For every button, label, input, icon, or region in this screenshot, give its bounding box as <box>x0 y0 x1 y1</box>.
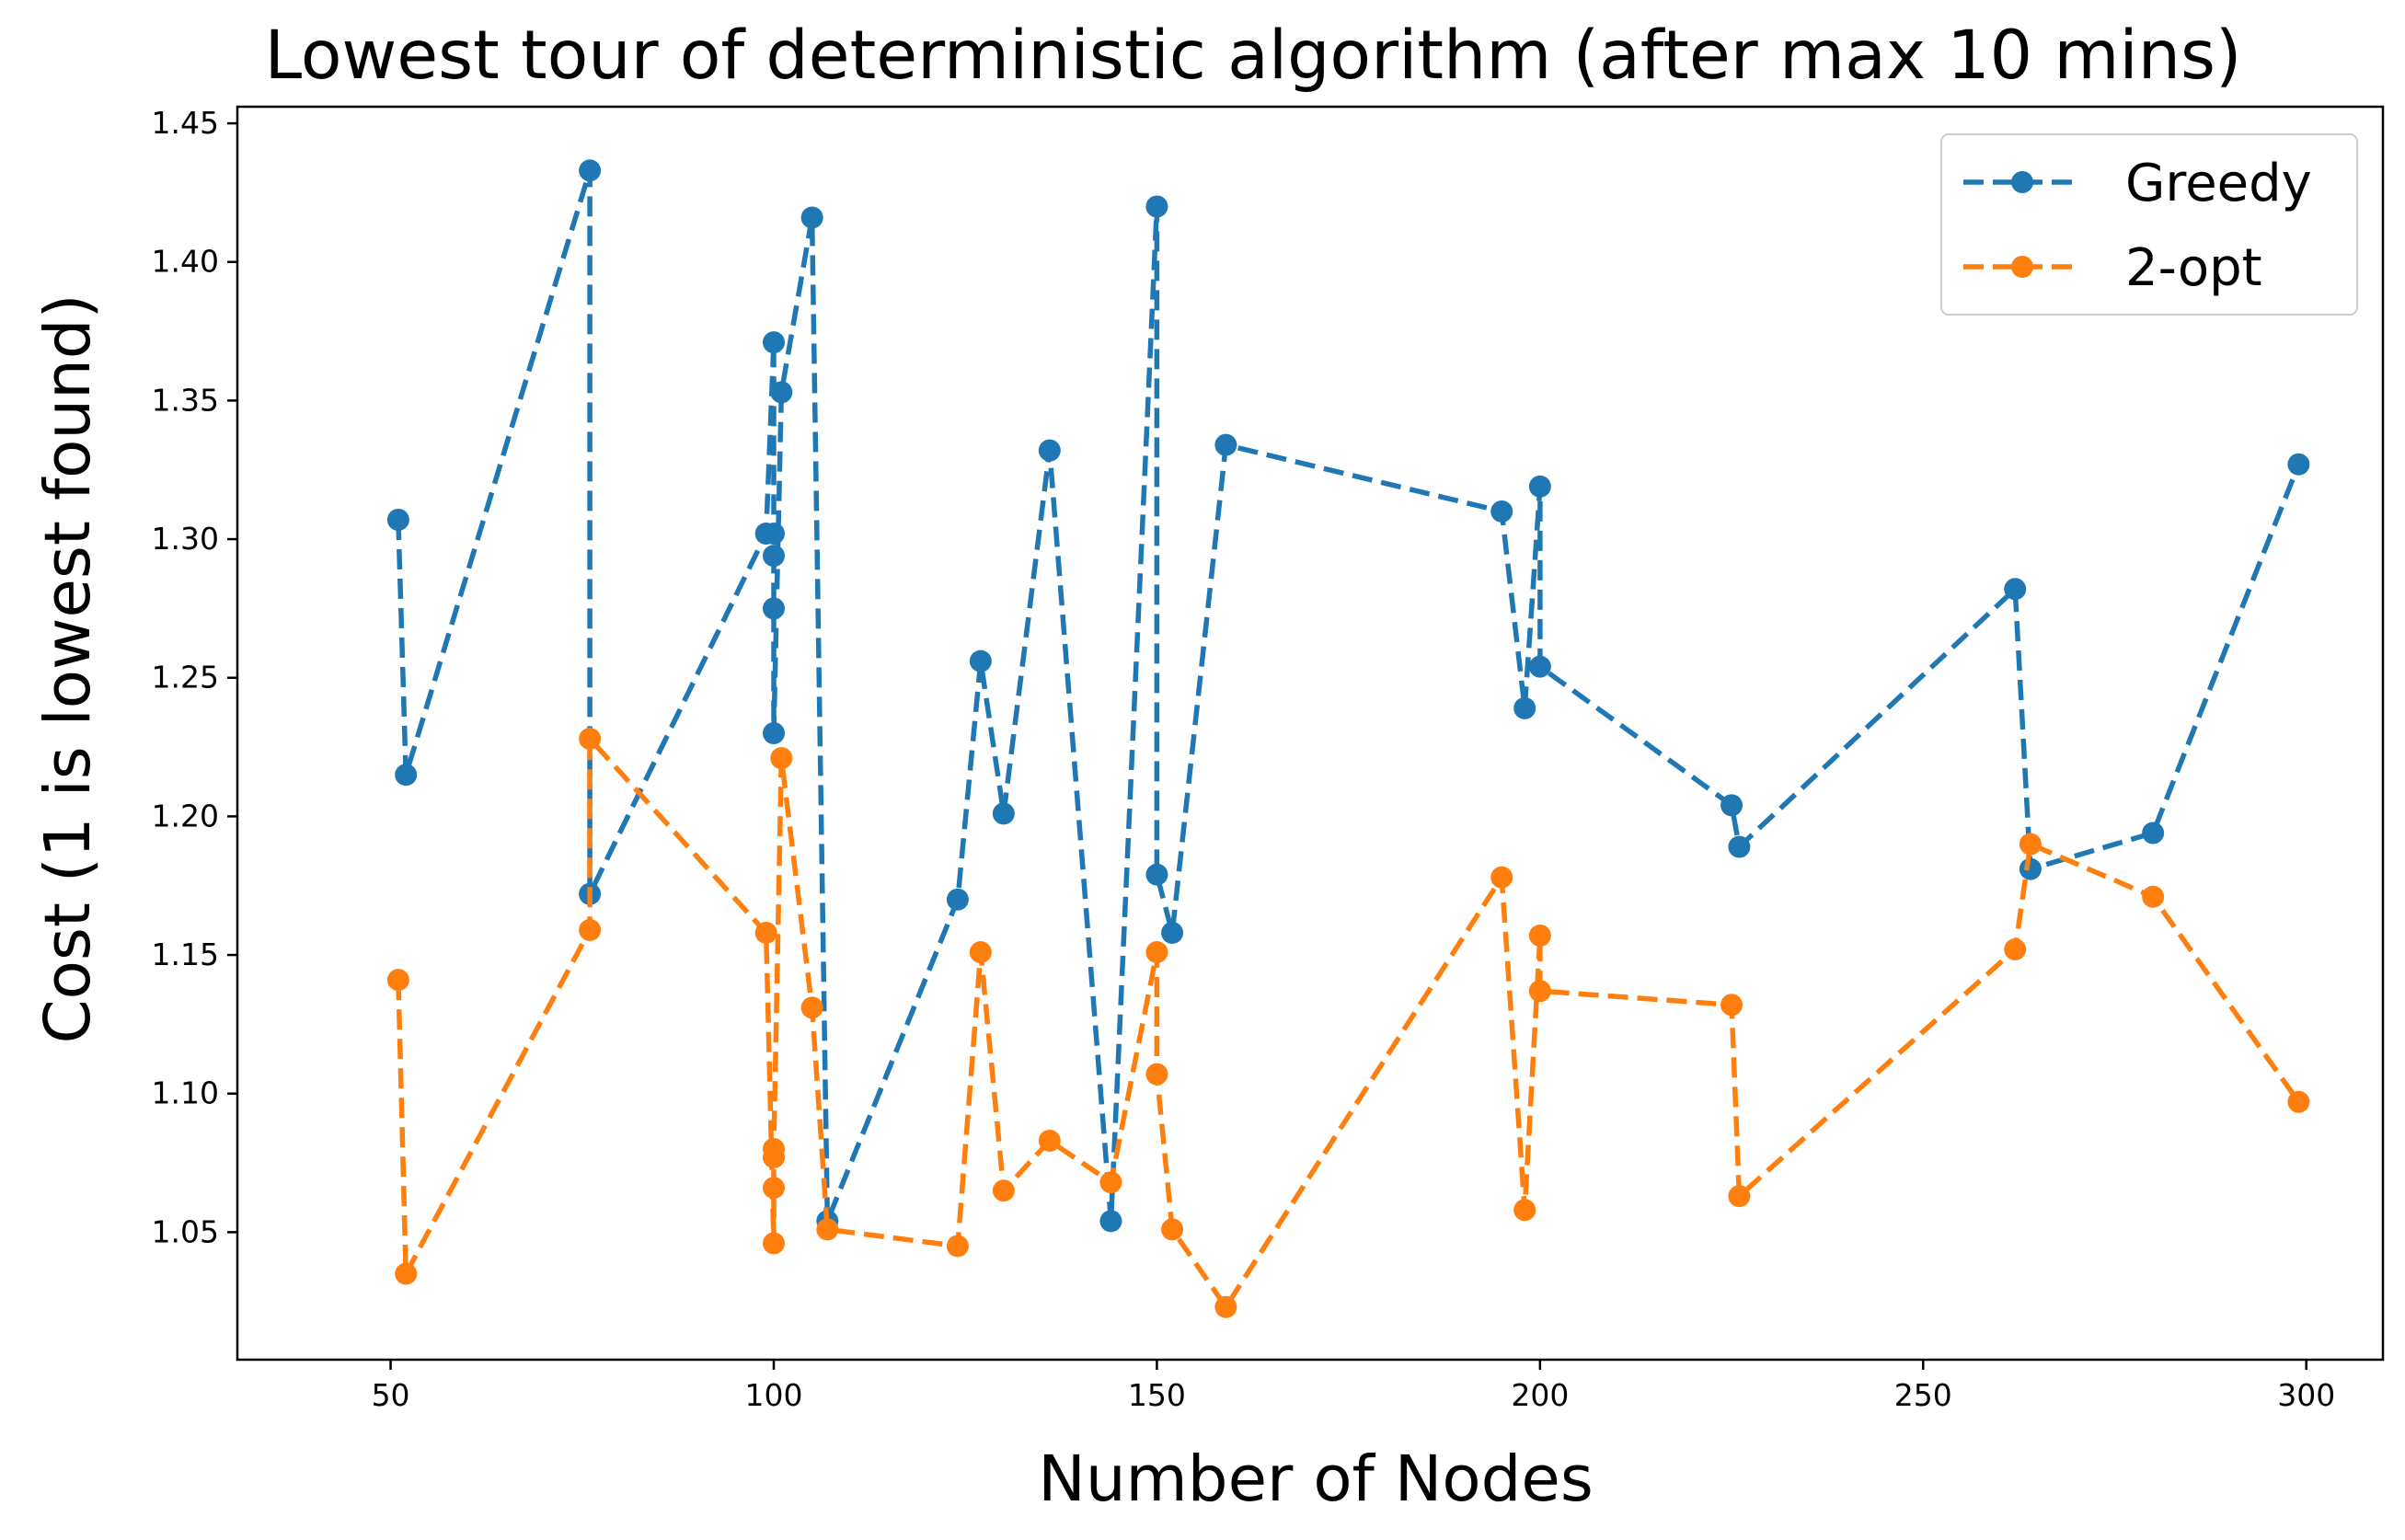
data-point-series1 <box>395 1262 418 1285</box>
data-point-series1 <box>1720 994 1743 1017</box>
data-point-series1 <box>763 1232 785 1255</box>
data-point-series1 <box>1145 941 1168 964</box>
data-point-series0 <box>763 331 785 354</box>
data-point-series1 <box>1038 1129 1061 1152</box>
data-point-series0 <box>1214 433 1237 456</box>
data-point-series0 <box>763 523 785 546</box>
data-point-series1 <box>1528 980 1551 1003</box>
data-point-series1 <box>386 969 409 992</box>
series-line-0 <box>396 167 2301 1224</box>
data-point-series0 <box>386 508 409 531</box>
data-point-series1 <box>1161 1218 1184 1241</box>
legend-label: Greedy <box>2125 154 2312 213</box>
x-tick-label: 50 <box>372 1377 410 1413</box>
data-point-series1 <box>969 941 992 964</box>
data-point-series0 <box>1720 794 1743 817</box>
data-point-series1 <box>816 1218 839 1241</box>
data-point-series0 <box>770 381 793 404</box>
data-point-series0 <box>763 597 785 620</box>
data-point-series1 <box>1145 1063 1168 1086</box>
data-point-series1 <box>2287 1090 2310 1113</box>
data-point-series0 <box>992 802 1015 825</box>
data-point-series0 <box>2004 578 2027 601</box>
data-point-series0 <box>1728 835 1751 858</box>
data-point-series0 <box>1038 439 1061 462</box>
data-point-series1 <box>579 728 602 751</box>
data-point-series1 <box>800 996 823 1019</box>
data-point-series0 <box>1513 696 1536 719</box>
y-tick-label: 1.40 <box>152 244 219 280</box>
data-point-series1 <box>1728 1185 1751 1208</box>
x-tick-label: 250 <box>1894 1377 1952 1413</box>
data-point-series0 <box>2287 453 2310 476</box>
data-point-series0 <box>1161 921 1184 944</box>
data-point-series0 <box>946 888 969 911</box>
data-point-series1 <box>1513 1199 1536 1222</box>
data-point-series0 <box>763 722 785 744</box>
y-tick-label: 1.05 <box>152 1213 219 1249</box>
data-point-series1 <box>2142 885 2165 908</box>
x-tick-label: 300 <box>2277 1377 2335 1413</box>
y-tick-label: 1.10 <box>152 1075 219 1111</box>
data-point-series1 <box>754 921 777 944</box>
data-point-series1 <box>763 1137 785 1160</box>
data-point-series1 <box>2004 938 2027 961</box>
legend-label: 2-opt <box>2125 238 2262 298</box>
chart-title: Lowest tour of deterministic algorithm (… <box>264 17 2241 95</box>
data-point-series0 <box>2019 857 2042 880</box>
plot-area <box>386 159 2310 1318</box>
data-point-series1 <box>763 1177 785 1200</box>
data-point-series0 <box>395 764 418 787</box>
data-point-series0 <box>579 159 602 182</box>
x-tick-label: 200 <box>1511 1377 1569 1413</box>
data-point-series0 <box>1528 655 1551 678</box>
data-point-series0 <box>1528 475 1551 498</box>
data-point-series1 <box>2019 833 2042 856</box>
data-point-series1 <box>1214 1295 1237 1318</box>
data-point-series0 <box>763 545 785 568</box>
data-point-series1 <box>946 1235 969 1258</box>
data-point-series0 <box>1490 500 1513 523</box>
data-point-series0 <box>1145 195 1168 218</box>
data-point-series1 <box>579 918 602 941</box>
y-tick-label: 1.35 <box>152 382 219 418</box>
legend-frame <box>1940 133 2358 316</box>
data-point-series0 <box>1145 863 1168 886</box>
data-point-series0 <box>800 206 823 229</box>
y-tick-label: 1.30 <box>152 521 219 557</box>
y-tick-label: 1.15 <box>152 937 219 972</box>
legend: Greedy 2-opt <box>1940 133 2358 316</box>
y-axis-label: Cost (1 is lowest found) <box>31 293 105 1043</box>
data-point-series1 <box>1528 924 1551 947</box>
x-tick-label: 150 <box>1128 1377 1186 1413</box>
data-point-series0 <box>2142 822 2165 845</box>
y-tick-label: 1.20 <box>152 798 219 833</box>
legend-marker <box>2011 171 2033 193</box>
y-tick-label: 1.25 <box>152 660 219 695</box>
data-point-series1 <box>1490 866 1513 889</box>
data-point-series1 <box>992 1179 1015 1202</box>
legend-marker <box>2011 256 2033 278</box>
x-tick-label: 100 <box>745 1377 803 1413</box>
data-point-series1 <box>1099 1171 1122 1194</box>
x-axis-label: Number of Nodes <box>1038 1442 1594 1516</box>
data-point-series1 <box>770 747 793 770</box>
plot-frame <box>236 105 2385 1362</box>
y-tick-label: 1.45 <box>152 105 219 141</box>
axes: 50 100 150 200 250 300 1.05 1.10 1.15 1.20 1.25 1.3… <box>152 105 2385 1413</box>
data-point-series0 <box>969 649 992 672</box>
data-point-series0 <box>1099 1210 1122 1233</box>
